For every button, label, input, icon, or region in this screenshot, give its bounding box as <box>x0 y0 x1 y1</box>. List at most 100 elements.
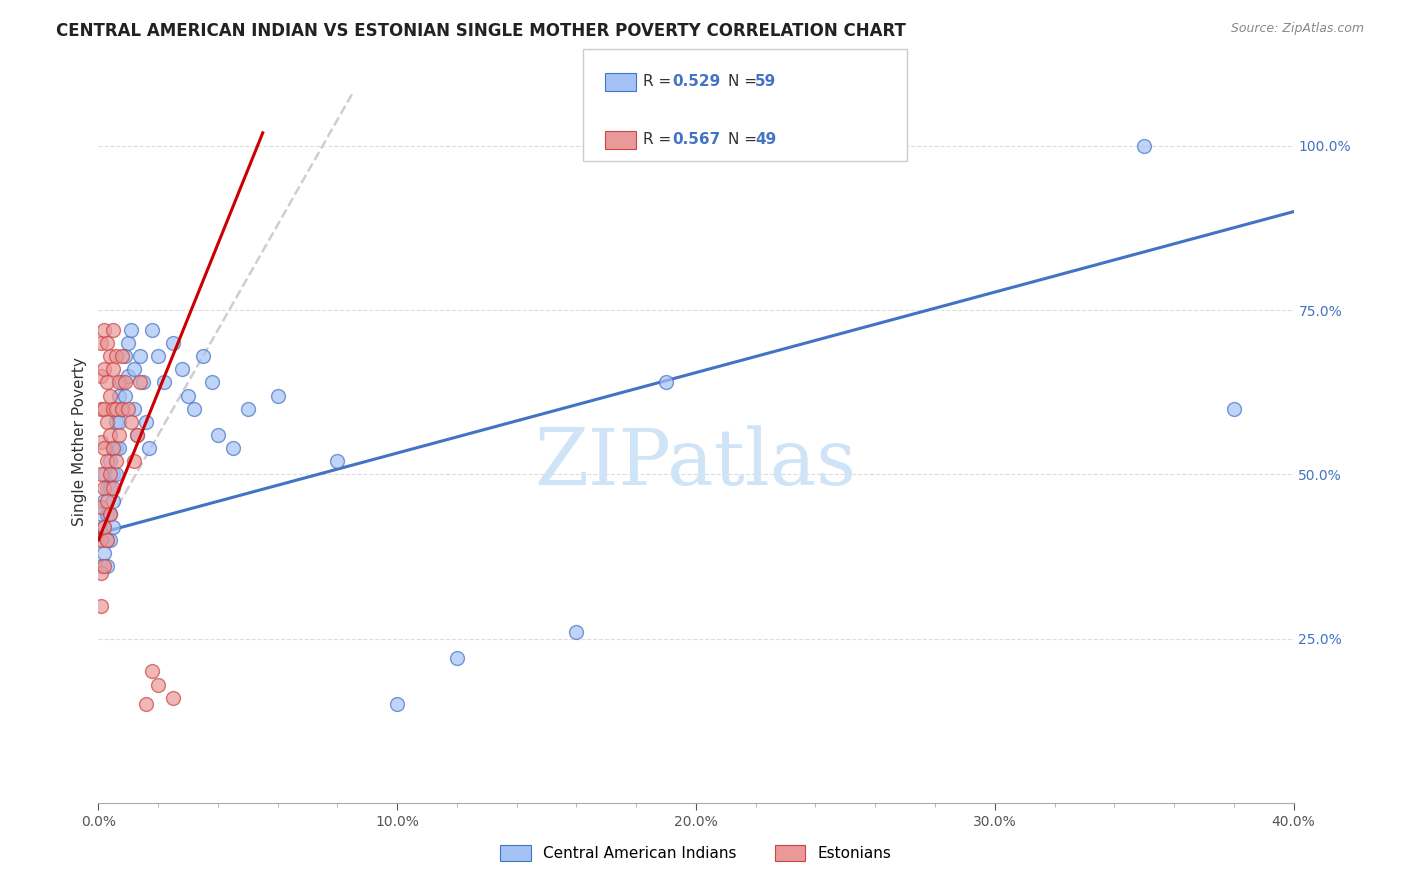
Point <box>90 500 112 515</box>
Point <box>90 533 112 547</box>
Point <box>93 401 115 416</box>
Point <box>103 401 125 416</box>
Point <box>114 388 136 402</box>
Point <box>172 362 194 376</box>
Point <box>201 376 224 390</box>
Point <box>1223 401 1246 416</box>
Point <box>93 493 115 508</box>
Text: Source: ZipAtlas.com: Source: ZipAtlas.com <box>1230 22 1364 36</box>
Point <box>96 481 118 495</box>
Point <box>141 665 163 679</box>
Text: 0.529: 0.529 <box>672 74 720 88</box>
Point <box>96 507 118 521</box>
Point <box>183 401 205 416</box>
Text: N =: N = <box>728 74 762 88</box>
Point <box>93 323 115 337</box>
Point <box>1133 139 1156 153</box>
Point <box>90 533 112 547</box>
Point <box>222 441 245 455</box>
Point <box>117 368 139 383</box>
Point <box>108 441 131 455</box>
Legend: Central American Indians, Estonians: Central American Indians, Estonians <box>495 839 897 867</box>
Point <box>98 454 122 468</box>
Point <box>96 454 118 468</box>
Point <box>108 376 131 390</box>
Point <box>93 546 115 560</box>
Text: R =: R = <box>643 132 676 146</box>
Point <box>105 349 128 363</box>
Point <box>111 376 134 390</box>
Point <box>103 493 125 508</box>
Point <box>655 376 678 390</box>
Point <box>98 388 122 402</box>
Point <box>93 559 115 574</box>
Text: R =: R = <box>643 74 676 88</box>
Point <box>108 415 131 429</box>
Text: N =: N = <box>728 132 762 146</box>
Point <box>96 376 118 390</box>
Point <box>103 467 125 482</box>
Point <box>236 401 259 416</box>
Point <box>98 349 122 363</box>
Point <box>98 533 122 547</box>
Point <box>90 336 112 351</box>
Point <box>93 520 115 534</box>
Point <box>90 566 112 580</box>
Point <box>162 690 184 705</box>
Point <box>111 401 134 416</box>
Point <box>267 388 290 402</box>
Point <box>124 401 146 416</box>
Point <box>103 481 125 495</box>
Point <box>111 401 134 416</box>
Point <box>129 349 152 363</box>
Point <box>103 441 125 455</box>
Point <box>103 520 125 534</box>
Text: ZIPatlas: ZIPatlas <box>534 425 858 501</box>
Point <box>138 441 160 455</box>
Point <box>114 376 136 390</box>
Y-axis label: Single Mother Poverty: Single Mother Poverty <box>72 357 87 526</box>
Point <box>93 467 115 482</box>
Point <box>96 493 118 508</box>
Point <box>93 481 115 495</box>
Point <box>111 349 134 363</box>
Point <box>117 401 139 416</box>
Point <box>96 559 118 574</box>
Point <box>114 349 136 363</box>
Text: 0.567: 0.567 <box>672 132 720 146</box>
Point <box>98 481 122 495</box>
Point <box>90 559 112 574</box>
Point <box>96 415 118 429</box>
Point <box>153 376 176 390</box>
Point <box>105 415 128 429</box>
Point <box>105 401 128 416</box>
Point <box>207 428 229 442</box>
Point <box>117 336 139 351</box>
Point <box>129 376 152 390</box>
Point <box>385 698 409 712</box>
Point <box>565 625 588 640</box>
Point <box>98 467 122 482</box>
Point <box>120 323 142 337</box>
Point <box>90 368 112 383</box>
Point <box>103 441 125 455</box>
Point <box>191 349 214 363</box>
Point <box>105 467 128 482</box>
Text: CENTRAL AMERICAN INDIAN VS ESTONIAN SINGLE MOTHER POVERTY CORRELATION CHART: CENTRAL AMERICAN INDIAN VS ESTONIAN SING… <box>56 22 905 40</box>
Point <box>135 415 157 429</box>
Point <box>90 599 112 613</box>
Point <box>124 362 146 376</box>
Point <box>148 349 170 363</box>
Point <box>90 401 112 416</box>
Point <box>105 454 128 468</box>
Point <box>90 434 112 449</box>
Point <box>108 388 131 402</box>
Point <box>105 441 128 455</box>
Point <box>98 507 122 521</box>
Point <box>90 507 112 521</box>
Point <box>148 677 170 691</box>
Point <box>96 533 118 547</box>
Point <box>96 336 118 351</box>
Point <box>127 428 149 442</box>
Point <box>120 415 142 429</box>
